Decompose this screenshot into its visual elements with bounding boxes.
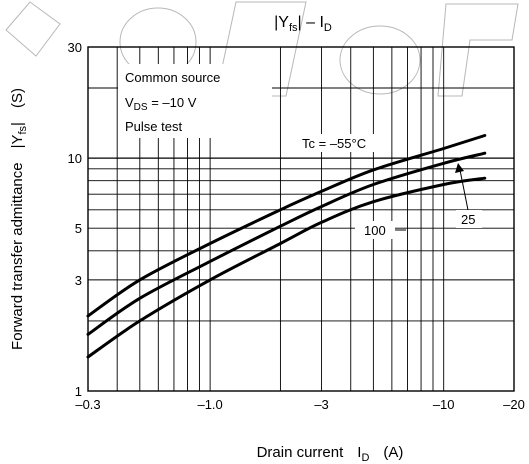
watermark-shape-4	[339, 25, 421, 95]
x-tick-label: –0.3	[75, 397, 100, 412]
series-label-25: 25	[461, 212, 475, 227]
series-line-3	[86, 176, 487, 359]
label-bg-55	[298, 134, 382, 152]
y-tick-label: 10	[68, 151, 82, 166]
x-tick-label: –3	[314, 397, 328, 412]
conditions-line-2: VDS = –10 V	[125, 95, 197, 113]
leader-25	[459, 169, 469, 211]
x-tick-label: –20	[503, 397, 525, 412]
series-line-1	[86, 134, 487, 318]
series-group	[86, 134, 487, 359]
x-tick-label: –10	[433, 397, 455, 412]
series-line-2	[86, 151, 487, 336]
y-tick-label: 3	[75, 273, 82, 288]
y-tick-label: 5	[75, 221, 82, 236]
conditions-box	[118, 64, 272, 138]
x-tick-label: –1.0	[197, 397, 222, 412]
chart-title: |Yfs| – ID	[274, 14, 332, 34]
tick-labels: –0.3 –1.0 –3 –10 –20 1 3 5 10 30	[68, 40, 525, 412]
label-bg-100	[355, 221, 395, 239]
watermark-shape-1	[5, 1, 61, 57]
conditions-line-3: Pulse test	[125, 119, 182, 134]
label-bg-25	[456, 210, 482, 228]
series-label-55: Tc = –55°C	[302, 136, 366, 151]
series-label-100: 100	[364, 223, 386, 238]
arrow-25	[455, 163, 464, 173]
y-axis-title: Forward transfer admittance|Yfs|(S)	[9, 88, 29, 350]
grid	[88, 47, 514, 391]
x-axis-title: Drain current ID (A)	[257, 444, 404, 464]
plot-frame	[87, 46, 515, 392]
y-tick-label: 1	[75, 384, 82, 399]
watermark-shape-5	[437, 3, 519, 97]
y-tick-label: 30	[68, 40, 82, 55]
conditions-line-1: Common source	[125, 70, 220, 85]
